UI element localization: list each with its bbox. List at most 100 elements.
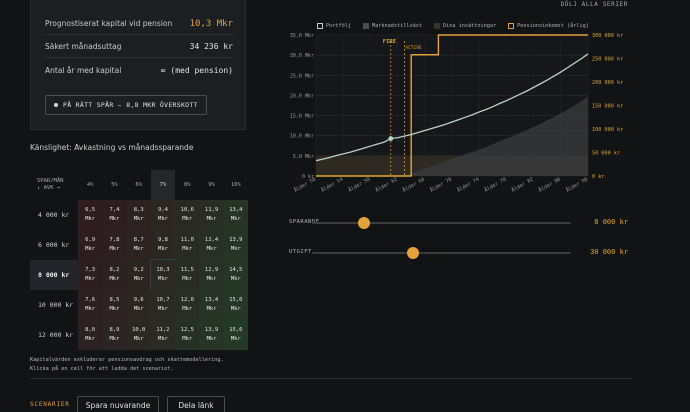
scenario-cell[interactable]: 8,2 Mkr xyxy=(102,260,127,290)
cell-value: 12,5 xyxy=(180,327,194,333)
scenario-cell[interactable]: 13,9 Mkr xyxy=(223,230,248,260)
capital-row: Prognostiserat kapital vid pension 10,3 … xyxy=(45,19,233,29)
cell-unit: Mkr xyxy=(230,306,241,312)
scenario-cell[interactable]: 7,4 Mkr xyxy=(102,200,127,230)
x-tick-label: Ålder 86 xyxy=(537,176,561,194)
scenario-cell[interactable]: 8,5 Mkr xyxy=(102,290,127,320)
y2-tick-label: 300 000 kr xyxy=(592,33,623,39)
scenario-cell[interactable]: 15,6 Mkr xyxy=(223,320,248,350)
cell-unit: Mkr xyxy=(109,216,120,222)
slider-track[interactable] xyxy=(312,247,571,259)
scenario-cell[interactable]: 8,9 Mkr xyxy=(102,320,127,350)
years-label: Antal år med kapital xyxy=(45,66,122,75)
scenario-cell[interactable]: 8,7 Mkr xyxy=(126,230,151,260)
cell-unit: Mkr xyxy=(158,336,168,342)
on-track-label: PÅ RÄTT SPÅR – 8,8 MKR ÖVERSKOTT xyxy=(63,101,198,109)
cell-unit: Mkr xyxy=(85,216,96,222)
scenario-cell[interactable]: 9,2 Mkr xyxy=(126,260,151,290)
scenarios-label: SCENARIER xyxy=(30,401,70,408)
cell-value: 15,6 xyxy=(229,327,243,333)
checkbox-icon xyxy=(363,23,369,29)
slider-track[interactable] xyxy=(312,217,571,229)
legend-item[interactable]: Portfölj xyxy=(317,23,351,29)
on-track-button[interactable]: PÅ RÄTT SPÅR – 8,8 MKR ÖVERSKOTT xyxy=(45,95,207,115)
x-tick-label: Ålder 54 xyxy=(320,176,344,194)
cell-unit: Mkr xyxy=(230,246,241,252)
legend-item[interactable]: Dina insättningar xyxy=(433,23,497,29)
pension-income-line xyxy=(316,34,588,177)
row-label: 12 000 kr xyxy=(38,331,74,339)
scenario-cell[interactable]: 12,4 Mkr xyxy=(199,230,224,260)
legend-item[interactable]: Marknadstillväxt xyxy=(363,23,422,29)
withdrawal-value: 34 236 kr xyxy=(189,42,233,51)
scenario-cell[interactable]: 10,3 Mkr xyxy=(149,259,177,291)
scenario-cell[interactable]: 12,0 Mkr xyxy=(175,290,200,320)
sensitivity-body: 4 000 kr 6,5 Mkr 7,4 Mkr 8,3 Mkr 9,4 Mkr 10,6 Mkr 1… xyxy=(30,200,248,350)
scenario-cell[interactable]: 9,8 Mkr xyxy=(150,230,176,260)
scenario-cell[interactable]: 13,9 Mkr xyxy=(199,320,224,350)
scenario-cell[interactable]: 13,4 Mkr xyxy=(223,200,248,230)
sensitivity-title: Känslighet: Avkastning vs månadssparande xyxy=(30,143,194,152)
row-label: 10 000 kr xyxy=(38,301,74,309)
slider-row: SPARANDE 8 000 kr xyxy=(289,216,631,230)
table-row: 12 000 kr 8,0 Mkr 8,9 Mkr 10,0 Mkr 11,2 Mkr 12,5 M… xyxy=(30,320,248,350)
cell-value: 12,9 xyxy=(204,267,219,273)
save-scenario-button[interactable]: Spara nuvarande xyxy=(77,396,159,412)
scenario-cell[interactable]: 10,6 Mkr xyxy=(175,200,200,230)
years-row: Antal år med kapital ∞ (med pension) xyxy=(45,66,233,75)
scenario-cell[interactable]: 11,0 Mkr xyxy=(175,230,200,260)
share-link-button[interactable]: Dela länk xyxy=(167,396,225,412)
portfolio-line xyxy=(315,53,589,162)
scenario-cell[interactable]: 12,9 Mkr xyxy=(199,260,224,290)
scenario-cell[interactable]: 8,3 Mkr xyxy=(126,200,151,230)
scenario-cell[interactable]: 9,6 Mkr xyxy=(126,290,151,320)
scenario-cell[interactable]: 12,5 Mkr xyxy=(175,320,200,350)
x-tick-label: Ålder 82 xyxy=(510,176,534,194)
hide-all-series-button[interactable]: DÖLJ ALLA SERIER xyxy=(560,1,628,8)
cell-unit: Mkr xyxy=(182,246,193,252)
cell-value: 14,5 xyxy=(229,267,243,273)
scenario-cell[interactable]: 10,0 Mkr xyxy=(126,320,151,350)
cell-value: 15,0 xyxy=(229,297,243,303)
slider-thumb[interactable] xyxy=(357,217,370,229)
scenario-cell[interactable]: 7,6 Mkr xyxy=(78,290,103,320)
note-line-1: Kapitalvärden exkluderar pensionsavdrag … xyxy=(30,357,224,363)
sensitivity-header: SPAR/MÅN ↓ AVK → 4% 5% 6% 7% 8% 9% 10% xyxy=(30,170,248,200)
scenario-cell[interactable]: 9,4 Mkr xyxy=(150,200,176,230)
checkbox-checked-icon xyxy=(508,23,515,29)
cell-unit: Mkr xyxy=(133,246,144,252)
cell-unit: Mkr xyxy=(85,306,96,312)
scenario-cell[interactable]: 7,3 Mkr xyxy=(78,260,103,290)
scenario-cell[interactable]: 15,0 Mkr xyxy=(223,290,248,320)
y-tick-label: 25,0 Mkr xyxy=(290,73,314,79)
legend-item[interactable]: Pensionsinkomst (årlig) xyxy=(508,23,589,29)
cell-unit: Mkr xyxy=(158,276,168,282)
cell-value: 12,0 xyxy=(180,297,194,303)
cell-value: 10,7 xyxy=(156,297,170,303)
cell-unit: Mkr xyxy=(230,216,241,222)
scenario-cell[interactable]: 14,5 Mkr xyxy=(223,260,248,290)
cell-value: 9,6 xyxy=(133,297,144,303)
footer-divider xyxy=(30,378,632,379)
table-row: 6 000 kr 6,9 Mkr 7,8 Mkr 8,7 Mkr 9,8 Mkr 11,0 Mkr 1… xyxy=(30,230,248,260)
y2-tick-label: 100 000 kr xyxy=(592,127,623,133)
sensitivity-note: Kapitalvärden exkluderar pensionsavdrag … xyxy=(30,356,224,374)
scenario-cell[interactable]: 10,7 Mkr xyxy=(150,290,176,320)
table-row: 10 000 kr 7,6 Mkr 8,5 Mkr 9,6 Mkr 10,7 Mkr 12,0 Mk… xyxy=(30,290,248,320)
slider-thumb[interactable] xyxy=(407,247,419,259)
scenario-cell[interactable]: 8,0 Mkr xyxy=(78,320,103,350)
scenario-cell[interactable]: 11,2 Mkr xyxy=(150,320,176,350)
scenario-cell[interactable]: 13,4 Mkr xyxy=(199,290,224,320)
cell-value: 8,3 xyxy=(133,207,144,213)
legend-label: Dina insättningar xyxy=(442,23,497,29)
corner-cols-label: ↓ AVK → xyxy=(37,185,61,191)
status-dot-icon xyxy=(54,103,58,107)
scenario-cell[interactable]: 11,5 Mkr xyxy=(175,260,200,290)
scenario-cell[interactable]: 6,9 Mkr xyxy=(78,230,103,260)
cell-unit: Mkr xyxy=(133,336,144,342)
y-tick-label: 30,0 Mkr xyxy=(290,53,314,59)
scenario-cell[interactable]: 6,5 Mkr xyxy=(78,200,103,230)
cell-value: 10,0 xyxy=(132,327,146,333)
scenario-cell[interactable]: 7,8 Mkr xyxy=(102,230,127,260)
scenario-cell[interactable]: 11,9 Mkr xyxy=(199,200,224,230)
